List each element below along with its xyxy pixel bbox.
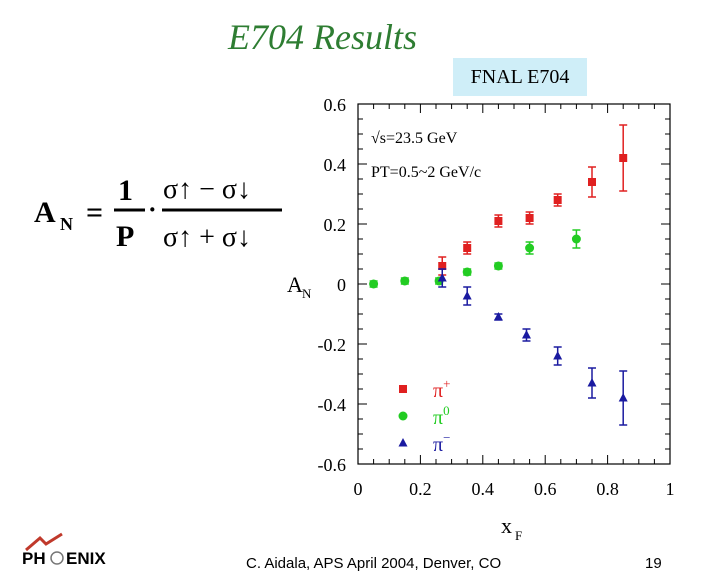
data-point-circle — [525, 243, 535, 253]
x-tick-label: 0.4 — [472, 479, 495, 499]
data-point-circle — [493, 261, 503, 271]
formula-lhs: A — [34, 196, 56, 229]
y-axis-label-main: A — [287, 272, 303, 297]
data-point-square — [438, 262, 447, 270]
data-point-square — [588, 178, 596, 186]
y-tick-label: 0.4 — [324, 155, 347, 175]
data-point-circle — [400, 276, 410, 286]
data-point-square — [494, 217, 503, 225]
x-tick-label: 0.6 — [534, 479, 557, 499]
formula-one: 1 — [118, 174, 133, 207]
y-tick-label: 0 — [337, 275, 346, 295]
footer-text: C. Aidala, APS April 2004, Denver, CO — [246, 555, 502, 572]
chart-axes: 0.6 0.4 0.2 0 -0.2 -0.4 -0.6 0 0.2 0.4 0.6 0.8 1 — [318, 95, 675, 499]
y-tick-label: -0.4 — [318, 395, 347, 415]
legend-label-triangle: π− — [433, 430, 450, 456]
data-point-circle — [571, 234, 581, 244]
data-point-triangle — [493, 312, 503, 321]
formula-dot: · — [148, 195, 157, 224]
logo-text-left: PH — [22, 549, 46, 568]
x-axis-label-main: x — [501, 513, 512, 538]
formula-p: P — [116, 220, 134, 253]
phenix-logo: PH ENIX — [22, 528, 122, 568]
legend-marker-circle — [398, 411, 408, 421]
energy-annotation: √s=23.5 GeV — [371, 130, 458, 147]
logo-star-icon — [50, 551, 64, 565]
y-tick-label: -0.2 — [318, 335, 347, 355]
logo-swoosh — [25, 532, 63, 552]
data-point-triangle — [462, 291, 472, 300]
data-point-circle — [369, 279, 379, 289]
data-point-triangle — [587, 378, 597, 387]
phenix-logo-graphic: PH ENIX — [22, 532, 106, 568]
data-point-square — [553, 196, 562, 204]
formula-equals: = — [86, 196, 103, 229]
x-axis-label-sub: F — [515, 528, 522, 543]
y-axis-label: A N — [287, 272, 312, 301]
data-point-triangle — [553, 351, 563, 360]
formula-numerator: σ↑ − σ↓ — [163, 174, 251, 205]
experiment-label: FNAL E704 — [453, 58, 587, 96]
y-tick-label: -0.6 — [318, 455, 347, 475]
x-tick-label: 0 — [354, 479, 363, 499]
slide-title: E704 Results — [228, 17, 417, 57]
formula-lhs-sub: N — [60, 214, 73, 234]
page-number: 19 — [645, 555, 662, 572]
formula-denominator: σ↑ + σ↓ — [163, 222, 251, 253]
asymmetry-formula: A N = 1 P · σ↑ − σ↓ σ↑ + σ↓ — [34, 174, 282, 253]
data-point-triangle — [618, 393, 628, 402]
logo-text-right: ENIX — [66, 549, 106, 568]
x-tick-label: 1 — [666, 479, 675, 499]
data-point-square — [619, 154, 628, 162]
y-tick-label: 0.2 — [324, 215, 347, 235]
data-point-square — [463, 244, 472, 252]
legend-marker-square — [399, 385, 407, 393]
x-axis-label: x F — [501, 513, 522, 543]
x-tick-label: 0.2 — [409, 479, 432, 499]
legend-marker-triangle — [398, 438, 408, 447]
data-point-triangle — [521, 330, 531, 339]
chart-marks: π+π0π− — [369, 124, 628, 456]
data-point-circle — [462, 267, 472, 277]
data-point-triangle — [437, 273, 447, 282]
data-point-square — [525, 214, 534, 222]
legend-label-square: π+ — [433, 376, 450, 402]
x-tick-label: 0.8 — [596, 479, 619, 499]
pt-annotation: PT=0.5~2 GeV/c — [371, 164, 481, 181]
y-tick-label: 0.6 — [324, 95, 347, 115]
legend-label-circle: π0 — [433, 403, 450, 429]
y-axis-label-sub: N — [302, 286, 312, 301]
